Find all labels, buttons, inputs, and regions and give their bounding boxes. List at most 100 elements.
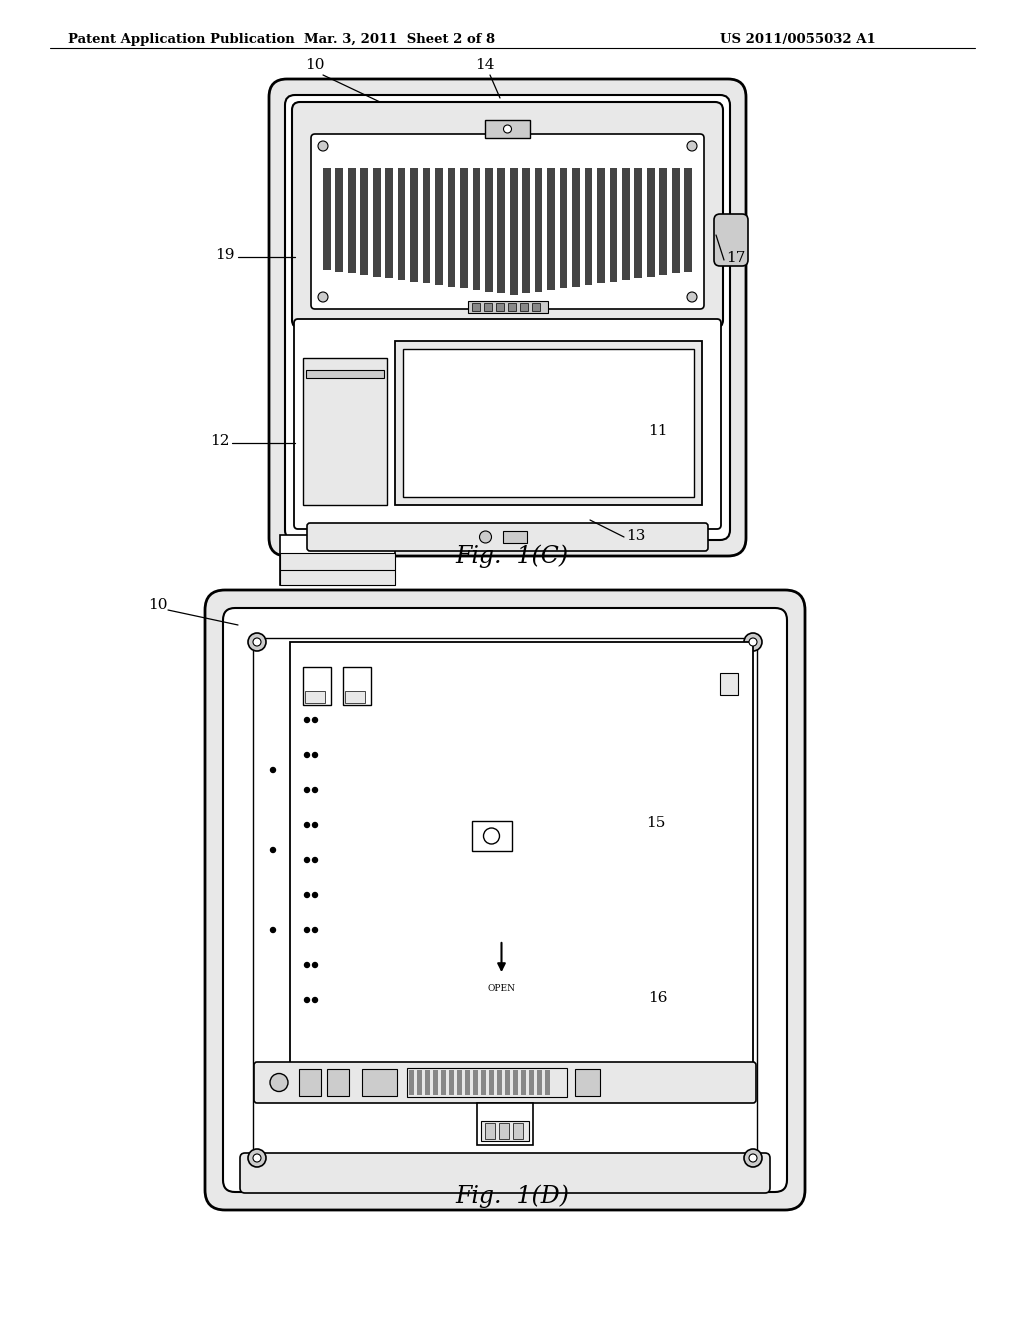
Text: 10: 10 [305, 58, 325, 73]
Circle shape [270, 847, 275, 853]
Bar [299, 1069, 321, 1096]
Bar [513, 1123, 523, 1139]
Bar [535, 168, 543, 292]
Circle shape [479, 531, 492, 543]
Bar [441, 1071, 446, 1096]
Circle shape [749, 638, 757, 645]
Circle shape [304, 822, 309, 828]
Bar [397, 168, 406, 280]
Bar [585, 168, 592, 285]
Bar [457, 1071, 462, 1096]
Bar [537, 1071, 542, 1096]
Bar [472, 168, 480, 290]
Circle shape [253, 1154, 261, 1162]
FancyBboxPatch shape [714, 214, 748, 267]
Circle shape [304, 998, 309, 1002]
Bar [481, 1121, 529, 1140]
Circle shape [312, 928, 317, 932]
Bar [409, 1071, 414, 1096]
Bar [477, 1104, 534, 1144]
FancyBboxPatch shape [223, 609, 787, 1192]
Bar [253, 638, 757, 1162]
Bar [306, 370, 384, 378]
Circle shape [304, 928, 309, 932]
Bar [609, 168, 617, 281]
Bar [499, 1123, 509, 1139]
Bar [635, 168, 642, 279]
Bar [303, 667, 331, 705]
Bar [473, 1071, 478, 1096]
Bar [280, 553, 395, 585]
FancyBboxPatch shape [285, 95, 730, 540]
Bar [348, 168, 355, 273]
Bar [327, 1069, 349, 1096]
Circle shape [318, 141, 328, 150]
Bar [425, 1071, 430, 1096]
Bar [483, 304, 492, 312]
Bar [449, 1071, 454, 1096]
Bar [481, 1071, 486, 1096]
Circle shape [304, 892, 309, 898]
Bar [720, 673, 738, 696]
Bar [647, 168, 654, 277]
Bar [465, 1071, 470, 1096]
Bar [395, 341, 702, 506]
Bar [672, 168, 680, 273]
Bar [305, 690, 325, 704]
Text: US 2011/0055032 A1: US 2011/0055032 A1 [720, 33, 876, 46]
Text: Fig.  1(D): Fig. 1(D) [455, 1184, 569, 1208]
Bar [485, 1123, 495, 1139]
Circle shape [312, 718, 317, 722]
Bar [498, 168, 505, 293]
Circle shape [253, 638, 261, 645]
Bar [407, 1068, 567, 1097]
Circle shape [483, 828, 500, 843]
Bar [336, 168, 343, 272]
Bar [471, 821, 512, 851]
Bar [622, 168, 630, 280]
Bar [522, 168, 530, 293]
Text: Fig.  1(C): Fig. 1(C) [456, 544, 568, 568]
Circle shape [248, 634, 266, 651]
Text: OPEN: OPEN [487, 983, 515, 993]
Bar [485, 120, 530, 139]
Bar [572, 168, 580, 286]
Circle shape [744, 634, 762, 651]
Circle shape [270, 928, 275, 932]
Text: 15: 15 [646, 816, 666, 830]
Bar [417, 1071, 422, 1096]
Bar [360, 168, 368, 275]
Bar [460, 168, 468, 288]
Text: 16: 16 [648, 991, 668, 1005]
FancyBboxPatch shape [205, 590, 805, 1210]
Bar [545, 1071, 550, 1096]
Text: 19: 19 [215, 248, 234, 261]
Bar [447, 168, 456, 286]
Bar [489, 1071, 494, 1096]
FancyBboxPatch shape [311, 135, 705, 309]
Circle shape [687, 141, 697, 150]
FancyBboxPatch shape [240, 1152, 770, 1193]
Circle shape [304, 718, 309, 722]
Text: 12: 12 [210, 434, 229, 447]
Bar [303, 358, 387, 506]
Circle shape [749, 1154, 757, 1162]
Bar [519, 304, 527, 312]
Bar [521, 1071, 526, 1096]
Bar [505, 1071, 510, 1096]
Circle shape [312, 788, 317, 792]
Circle shape [304, 962, 309, 968]
Circle shape [270, 767, 275, 772]
Bar [531, 304, 540, 312]
FancyBboxPatch shape [254, 1063, 756, 1104]
Bar [560, 168, 567, 288]
Bar [485, 168, 493, 292]
Bar [290, 642, 753, 1071]
Bar [343, 667, 371, 705]
Bar [513, 1071, 518, 1096]
Circle shape [312, 752, 317, 758]
Circle shape [270, 1073, 288, 1092]
Bar [423, 168, 430, 284]
Bar [597, 168, 605, 284]
Bar [547, 168, 555, 290]
